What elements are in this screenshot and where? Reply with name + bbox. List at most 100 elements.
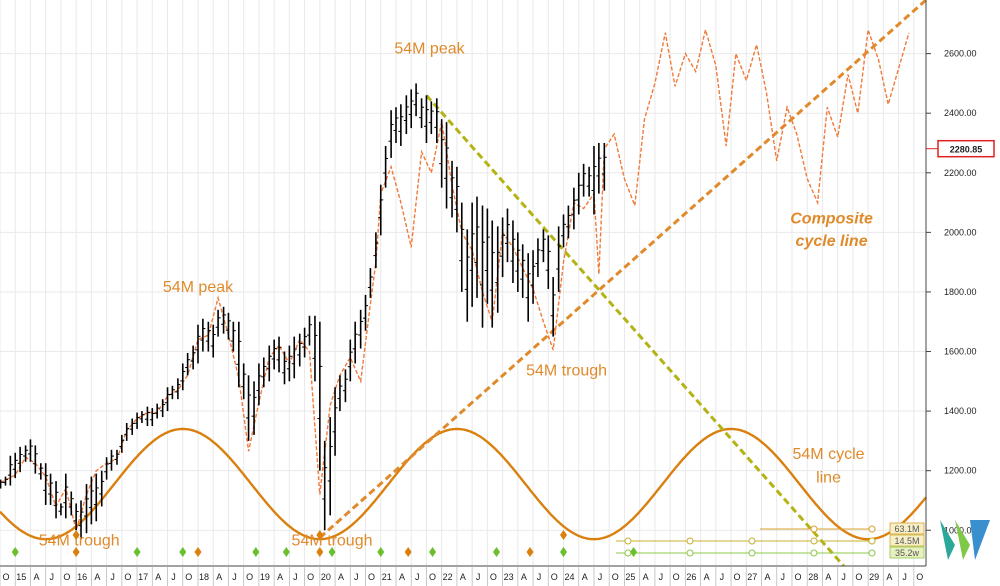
x-tick-label: O xyxy=(855,572,862,582)
logo-shape xyxy=(970,520,990,560)
x-tick-label: A xyxy=(94,572,100,582)
cycle-diamond xyxy=(526,547,534,557)
legend-marker xyxy=(868,549,876,557)
cycle-diamond xyxy=(429,547,437,557)
annotation-label: 54M cycle xyxy=(793,446,865,463)
cycle-diamond xyxy=(252,547,260,557)
x-tick-label: A xyxy=(399,572,405,582)
x-tick-label: A xyxy=(277,572,283,582)
cycle-diamond xyxy=(179,547,187,557)
annotation-label: 54M trough xyxy=(292,533,373,550)
annotation-label: 54M peak xyxy=(394,41,465,58)
cycle-diamond xyxy=(493,547,501,557)
cycle-diamond xyxy=(404,547,412,557)
x-tick-label: 29 xyxy=(869,572,879,582)
last-value-label: 2280.85 xyxy=(950,145,983,155)
x-tick-label: A xyxy=(338,572,344,582)
legend-marker xyxy=(810,525,818,533)
cycle-diamond xyxy=(282,547,290,557)
x-tick-label: J xyxy=(415,572,420,582)
cycle-diamond xyxy=(72,547,80,557)
x-tick-label: J xyxy=(780,572,785,582)
x-tick-label: A xyxy=(460,572,466,582)
legend-marker xyxy=(624,537,632,545)
cycle-line-54m xyxy=(0,427,927,541)
x-tick-label: A xyxy=(765,572,771,582)
legend-marker xyxy=(748,549,756,557)
x-tick-label: O xyxy=(673,572,680,582)
x-tick-label: A xyxy=(582,572,588,582)
x-tick-label: J xyxy=(110,572,115,582)
x-tick-label: A xyxy=(155,572,161,582)
x-tick-label: A xyxy=(886,572,892,582)
x-tick-label: J xyxy=(537,572,542,582)
logo-shape xyxy=(955,520,970,560)
x-tick-label: 15 xyxy=(16,572,26,582)
x-tick-label: J xyxy=(598,572,603,582)
trough-diamond xyxy=(72,530,80,540)
x-tick-label: A xyxy=(643,572,649,582)
x-tick-label: O xyxy=(307,572,314,582)
annotation-label: 54M peak xyxy=(163,279,234,296)
x-tick-label: 23 xyxy=(504,572,514,582)
x-tick-label: J xyxy=(476,572,481,582)
y-tick-label: 2000.00 xyxy=(944,227,977,237)
grid xyxy=(0,0,926,566)
legend-label: 63.1M xyxy=(894,524,919,534)
cycle-diamond xyxy=(133,547,141,557)
cycle-diamond xyxy=(630,547,638,557)
x-tick-label: J xyxy=(232,572,237,582)
x-tick-label: A xyxy=(33,572,39,582)
x-tick-label: J xyxy=(171,572,176,582)
y-tick-label: 1600.00 xyxy=(944,347,977,357)
trough-diamond xyxy=(316,530,324,540)
cycle-legend: 63.1M 14.5M 35.2w xyxy=(616,522,925,559)
trough-diamond xyxy=(560,530,568,540)
x-tick-label: J xyxy=(659,572,664,582)
x-tick-label: J xyxy=(49,572,54,582)
x-tick-label: O xyxy=(551,572,558,582)
annotation-label: Composite xyxy=(790,210,873,227)
cycle-diamond xyxy=(11,547,19,557)
x-tick-label: 26 xyxy=(686,572,696,582)
x-tick-label: O xyxy=(368,572,375,582)
legend-marker xyxy=(868,537,876,545)
x-tick-label: O xyxy=(63,572,70,582)
x-tick-label: O xyxy=(916,572,923,582)
x-tick-label: O xyxy=(2,572,9,582)
x-tick-label: O xyxy=(124,572,131,582)
legend-box xyxy=(889,546,925,559)
y-tick-label: 2600.00 xyxy=(944,49,977,59)
x-tick-label: A xyxy=(216,572,222,582)
annotation-label: 54M trough xyxy=(39,533,120,550)
legend-marker xyxy=(810,537,818,545)
cycle-diamond xyxy=(560,547,568,557)
y-tick-label: 2200.00 xyxy=(944,168,977,178)
annotation-label: cycle line xyxy=(796,233,868,250)
x-axis: O 15 A J O 16 A J O 17 A J O 18 A J O 19 A J O 20 A J O 21 A J O 22 A J… xyxy=(0,530,926,586)
x-tick-label: 21 xyxy=(382,572,392,582)
legend-marker xyxy=(868,525,876,533)
x-tick-label: 17 xyxy=(138,572,148,582)
y-axis: 1000.001200.001400.001600.001800.002000.… xyxy=(925,0,995,566)
x-tick-label: O xyxy=(612,572,619,582)
legend-label: 14.5M xyxy=(894,536,919,546)
x-tick-label: 28 xyxy=(808,572,818,582)
x-tick-label: 18 xyxy=(199,572,209,582)
x-tick-label: A xyxy=(825,572,831,582)
x-tick-label: J xyxy=(720,572,725,582)
legend-marker xyxy=(748,537,756,545)
logo xyxy=(940,520,990,560)
x-tick-label: O xyxy=(429,572,436,582)
cycle-diamond xyxy=(316,547,324,557)
x-tick-label: O xyxy=(734,572,741,582)
legend-marker xyxy=(686,537,694,545)
x-tick-label: O xyxy=(246,572,253,582)
annotations: 54M peak 54M peak 54M trough 54M trough 54M … xyxy=(39,41,873,550)
x-tick-label: J xyxy=(354,572,359,582)
x-tick-label: A xyxy=(521,572,527,582)
x-tick-label: 25 xyxy=(625,572,635,582)
cycle-diamond xyxy=(377,547,385,557)
x-tick-label: 20 xyxy=(321,572,331,582)
